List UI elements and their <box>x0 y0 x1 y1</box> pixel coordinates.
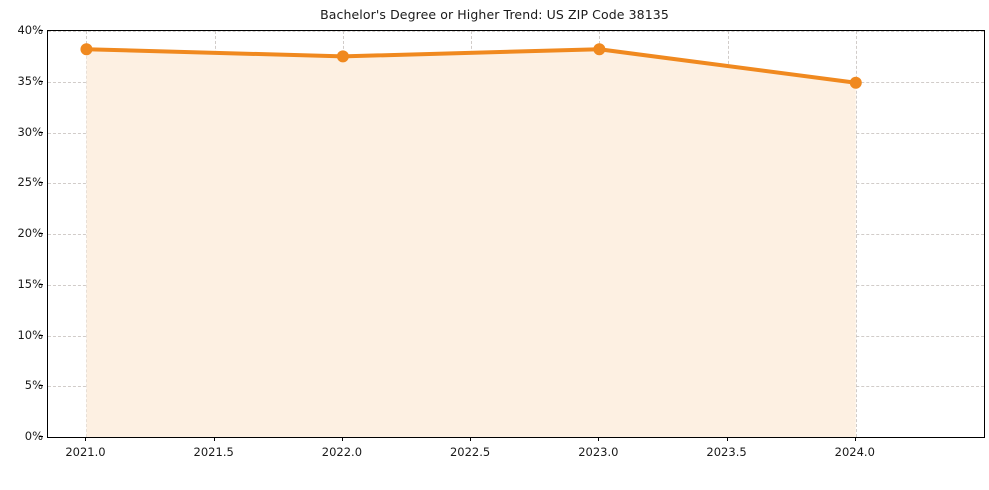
data-point-marker[interactable] <box>80 43 93 56</box>
area-fill <box>86 49 856 437</box>
x-tick-label: 2022.0 <box>321 445 363 459</box>
y-tick-mark <box>39 283 43 285</box>
y-tick-label: 20% <box>17 226 43 240</box>
x-tick-mark <box>213 437 215 441</box>
y-tick-mark <box>39 385 43 387</box>
data-point-marker[interactable] <box>593 43 606 56</box>
x-tick-mark <box>470 437 472 441</box>
y-tick-label: 30% <box>17 124 43 139</box>
y-tick-label: 5% <box>24 378 43 393</box>
y-tick-mark <box>39 436 43 437</box>
x-tick-label: 2024.0 <box>834 445 875 459</box>
x-tick-label: 2021.5 <box>193 445 234 459</box>
x-axis: 2021.0 2021.5 2022.0 2022.5 2023.0 2023.5 2024… <box>47 437 983 467</box>
data-point-marker[interactable] <box>336 50 349 63</box>
y-gridline <box>48 31 984 32</box>
x-tick-label: 2022.5 <box>449 445 491 459</box>
y-tick-mark <box>39 233 43 234</box>
y-tick-label: 40% <box>17 23 43 37</box>
data-series <box>80 43 862 437</box>
y-axis: 0% 5% 10% 15% 20% 25% 30% 35% 40% <box>0 23 43 443</box>
y-tick-label: 35% <box>17 73 43 88</box>
chart-title: Bachelor's Degree or Higher Trend: US ZI… <box>320 7 669 22</box>
plot-area <box>47 30 985 438</box>
y-tick-mark <box>39 30 43 31</box>
y-tick-label: 10% <box>17 327 43 342</box>
y-tick-label: 0% <box>24 429 43 443</box>
x-tick-label: 2021.0 <box>65 445 106 459</box>
x-tick-label: 2023.0 <box>578 445 619 459</box>
x-tick-mark <box>598 437 600 441</box>
x-tick-label: 2023.5 <box>706 445 747 459</box>
x-tick-mark <box>341 437 343 441</box>
trend-line <box>84 47 858 85</box>
y-tick-mark <box>39 80 43 82</box>
data-point-marker[interactable] <box>849 76 862 89</box>
x-tick-mark <box>854 437 856 441</box>
x-tick-mark <box>726 437 728 441</box>
plot-inner <box>48 31 984 437</box>
y-tick-mark <box>39 334 43 336</box>
x-gridline <box>855 31 857 437</box>
x-tick-mark <box>85 437 87 441</box>
y-tick-mark <box>39 131 43 133</box>
y-tick-label: 25% <box>17 175 43 190</box>
y-tick-mark <box>39 182 43 184</box>
y-tick-label: 15% <box>17 276 43 291</box>
